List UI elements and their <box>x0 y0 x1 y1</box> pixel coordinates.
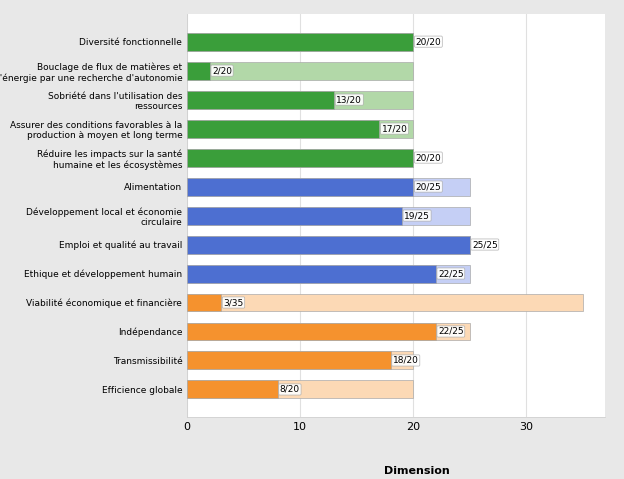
Text: 22/25: 22/25 <box>438 269 464 278</box>
Bar <box>187 33 413 51</box>
Bar <box>187 236 470 253</box>
Text: 20/25: 20/25 <box>416 182 441 191</box>
Bar <box>187 91 334 109</box>
Bar <box>187 264 436 283</box>
Bar <box>187 352 391 369</box>
Bar <box>187 120 379 137</box>
Bar <box>187 236 470 253</box>
Bar <box>187 322 436 341</box>
Text: 22/25: 22/25 <box>438 327 464 336</box>
Bar <box>187 120 413 137</box>
Bar <box>187 62 413 80</box>
Text: 3/35: 3/35 <box>223 298 243 307</box>
Text: 18/20: 18/20 <box>393 356 419 365</box>
Text: 19/25: 19/25 <box>404 211 430 220</box>
Bar <box>187 380 278 399</box>
Bar <box>187 148 413 167</box>
Bar <box>187 322 470 341</box>
Text: 8/20: 8/20 <box>280 385 300 394</box>
Bar <box>187 294 583 311</box>
Bar <box>187 148 413 167</box>
Bar <box>187 178 470 195</box>
Bar <box>187 294 221 311</box>
Bar <box>187 62 210 80</box>
Bar <box>187 178 413 195</box>
Text: 20/20: 20/20 <box>416 37 441 46</box>
Legend: Agroécologique, Socio-Territoriale, Economique: Agroécologique, Socio-Territoriale, Econ… <box>267 462 567 479</box>
Bar <box>187 264 470 283</box>
Text: 25/25: 25/25 <box>472 240 498 249</box>
Text: 20/20: 20/20 <box>416 153 441 162</box>
Text: 17/20: 17/20 <box>381 124 407 133</box>
Bar <box>187 33 413 51</box>
Bar <box>187 206 470 225</box>
Bar <box>187 206 402 225</box>
Text: 13/20: 13/20 <box>336 95 362 104</box>
Bar <box>187 91 413 109</box>
Bar <box>187 380 413 399</box>
Text: 2/20: 2/20 <box>212 66 232 75</box>
Bar <box>187 352 413 369</box>
